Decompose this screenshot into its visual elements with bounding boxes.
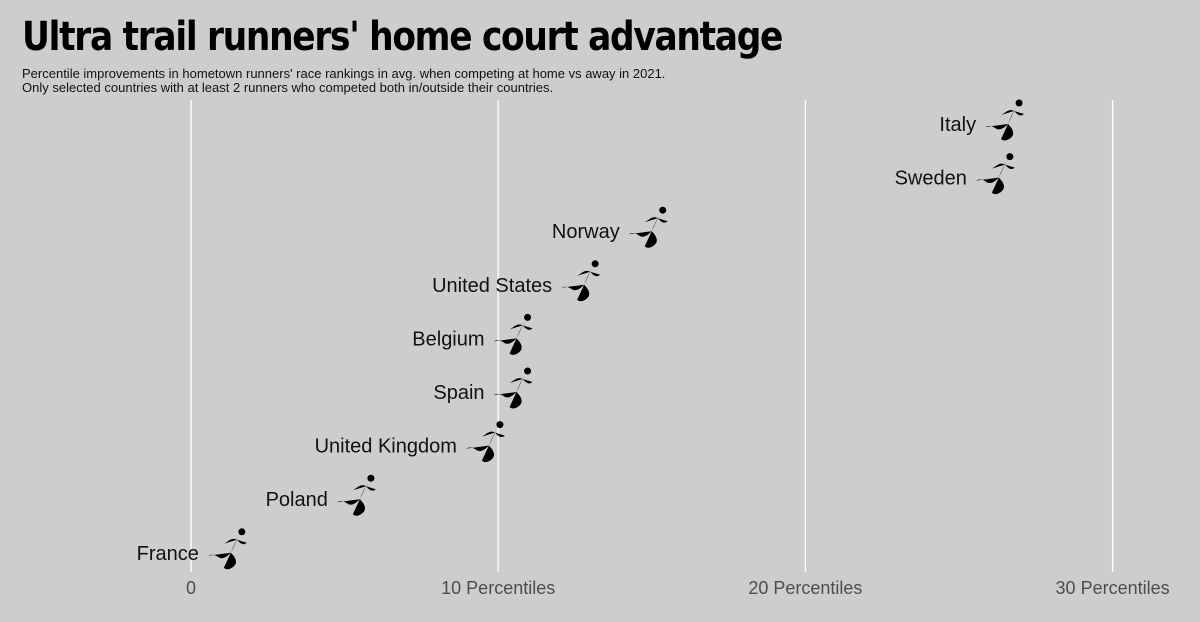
- data-point-italy: Italy: [939, 99, 1025, 141]
- runner-icon: [561, 260, 601, 302]
- x-tick-label: 30 Percentiles: [1056, 578, 1170, 598]
- chart-title: Ultra trail runners' home court advantag…: [22, 14, 783, 60]
- data-point-poland: Poland: [266, 474, 376, 516]
- runner-icon: [975, 153, 1015, 195]
- x-tick-label: 0: [186, 578, 196, 598]
- data-point-sweden: Sweden: [895, 153, 1015, 195]
- runner-icon: [207, 528, 247, 570]
- country-label: United Kingdom: [315, 436, 457, 458]
- data-point-belgium: Belgium: [412, 313, 533, 355]
- country-label: Poland: [266, 489, 328, 511]
- data-point-norway: Norway: [552, 206, 668, 248]
- country-label: Spain: [433, 382, 484, 404]
- country-label: Belgium: [412, 328, 484, 350]
- data-point-united-kingdom: United Kingdom: [315, 421, 505, 463]
- data-point-united-states: United States: [432, 260, 601, 302]
- country-label: United States: [432, 275, 552, 297]
- chart-subtitle-line-1: Percentile improvements in hometown runn…: [22, 66, 666, 81]
- x-tick-label: 10 Percentiles: [441, 578, 555, 598]
- country-label: Sweden: [895, 168, 967, 190]
- data-point-spain: Spain: [433, 367, 533, 409]
- country-label: Norway: [552, 221, 620, 243]
- runner-icon: [336, 474, 376, 516]
- runner-icon: [985, 99, 1025, 141]
- runner-icon: [493, 313, 533, 355]
- chart-subtitle-line-2: Only selected countries with at least 2 …: [22, 80, 554, 95]
- country-label: Italy: [939, 114, 976, 136]
- country-label: France: [137, 543, 199, 565]
- runner-icon: [465, 421, 505, 463]
- x-tick-label: 20 Percentiles: [748, 578, 862, 598]
- data-point-france: France: [137, 528, 247, 570]
- runner-icon: [493, 367, 533, 409]
- runner-icon: [628, 206, 668, 248]
